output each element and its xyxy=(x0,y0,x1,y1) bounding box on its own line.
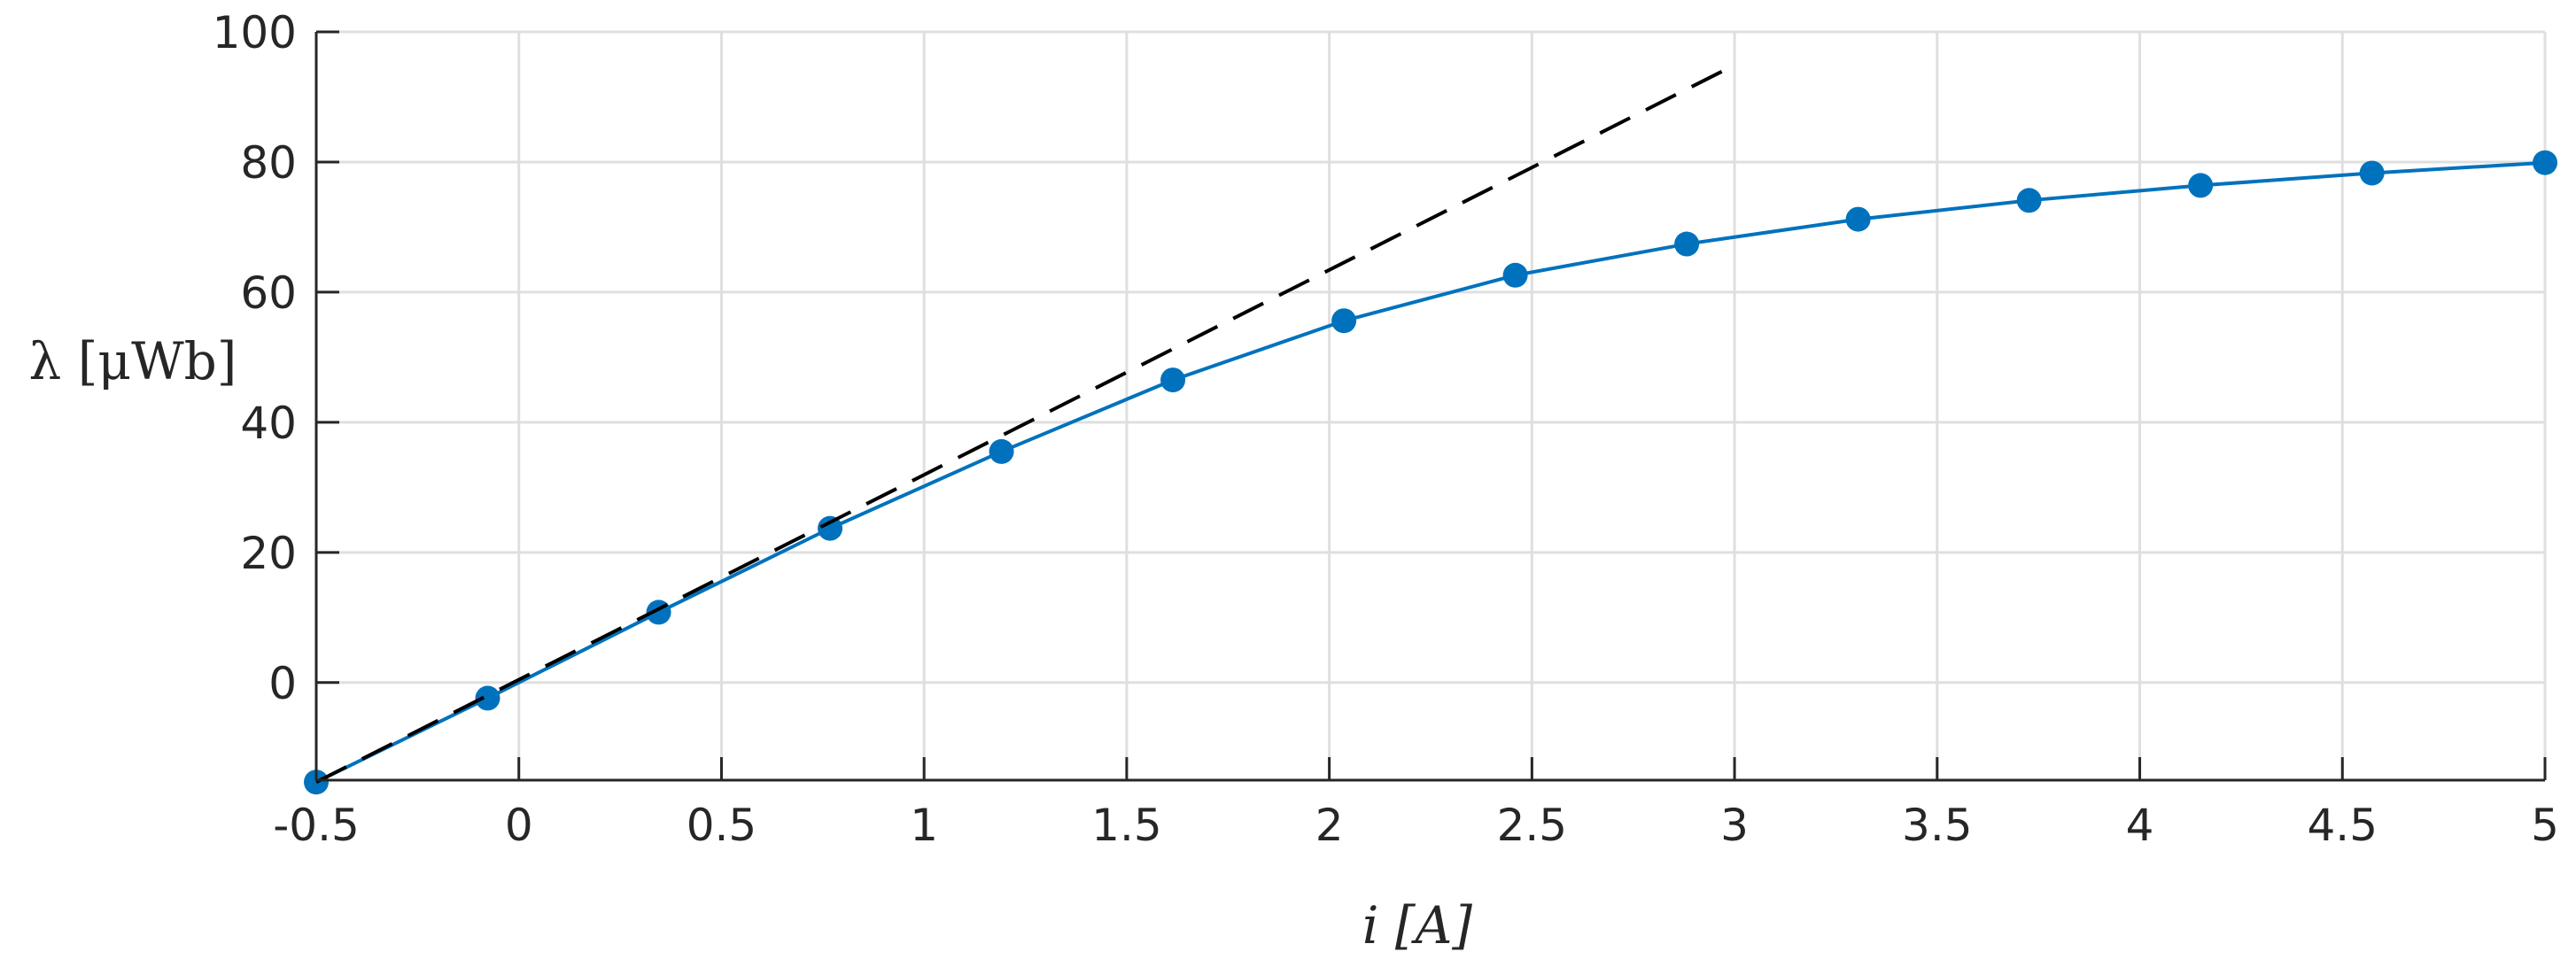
data-point-marker xyxy=(2533,150,2557,175)
y-tick-label: 60 xyxy=(240,267,297,319)
x-tick-label: 5 xyxy=(2531,800,2559,851)
x-tick-label: 2.5 xyxy=(1497,800,1568,851)
data-point-marker xyxy=(475,685,500,711)
axes xyxy=(314,30,2547,782)
y-tick-label: 20 xyxy=(240,528,297,579)
data-point-marker xyxy=(818,515,843,541)
linear-approximation-line xyxy=(315,63,1735,784)
data-point-marker xyxy=(1845,206,1871,232)
data-point-marker xyxy=(1674,231,1700,257)
x-axis-label: i [A] xyxy=(1362,895,1473,955)
x-tick-label: -0.5 xyxy=(273,800,360,851)
y-tick-label: 0 xyxy=(268,658,297,709)
x-tick-label: 3.5 xyxy=(1902,800,1973,851)
data-point-marker xyxy=(1331,308,1357,334)
data-point-marker xyxy=(989,438,1014,464)
data-point-marker xyxy=(1160,367,1186,393)
y-tick-label: 40 xyxy=(240,398,297,449)
data-point-marker xyxy=(2016,188,2042,213)
data-point-marker xyxy=(1502,262,1528,288)
x-tick-label: 3 xyxy=(1720,800,1749,851)
measured-curve-line xyxy=(315,160,2546,785)
y-tick-label: 100 xyxy=(213,7,297,58)
y-tick-label: 80 xyxy=(240,137,297,189)
data-point-marker xyxy=(2359,160,2385,186)
grid xyxy=(314,30,2547,780)
plot-series xyxy=(304,63,2557,795)
x-tick-label: 0 xyxy=(505,800,533,851)
x-tick-label: 1 xyxy=(910,800,938,851)
y-axis-label: λ [μWb] xyxy=(29,331,237,391)
tick-labels: -0.5 0 0.5 1 1.5 2 2.5 3 3.5 4 4.5 5 0 20 40 60 80 100 xyxy=(213,7,2559,851)
data-point-marker xyxy=(2188,173,2214,198)
x-tick-label: 4 xyxy=(2126,800,2154,851)
x-tick-label: 1.5 xyxy=(1091,800,1162,851)
x-tick-label: 0.5 xyxy=(687,800,757,851)
x-tick-label: 4.5 xyxy=(2308,800,2378,851)
x-tick-label: 2 xyxy=(1315,800,1344,851)
